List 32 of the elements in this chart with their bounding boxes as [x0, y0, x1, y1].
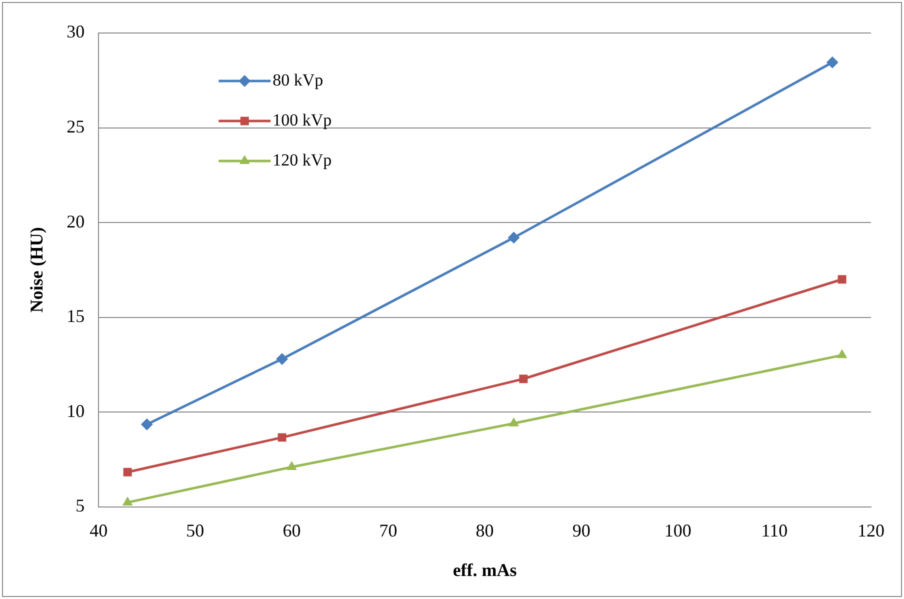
- x-tick-label: 100: [664, 520, 692, 540]
- point: [276, 352, 288, 365]
- point: [519, 374, 528, 384]
- x-tick-label: 90: [572, 520, 590, 540]
- point: [836, 349, 848, 358]
- x-tick-label: 50: [186, 520, 204, 540]
- y-tick-label: 5: [76, 496, 85, 516]
- point: [508, 232, 520, 244]
- point: [826, 56, 838, 68]
- x-tick-label: 80: [476, 520, 494, 540]
- point: [838, 275, 846, 284]
- x-tick-label: 70: [379, 520, 398, 540]
- y-tick-label: 15: [66, 306, 85, 326]
- y-tick-label: 30: [66, 22, 85, 42]
- y-tick-label: 20: [66, 211, 85, 232]
- point: [278, 433, 286, 442]
- x-axis-title: eff. mAs: [452, 560, 517, 580]
- legend-label: 120 kVp: [272, 150, 332, 170]
- point: [508, 417, 519, 426]
- legend-label: 80 kVp: [272, 70, 324, 90]
- y-axis-title: Noise (HU): [26, 227, 46, 313]
- y-tick-label: 25: [66, 116, 85, 136]
- x-tick-label: 110: [761, 520, 788, 540]
- x-tick-label: 60: [282, 520, 301, 540]
- point: [122, 496, 133, 506]
- point: [123, 468, 132, 476]
- y-tick-label: 10: [66, 400, 85, 421]
- legend-label: 100 kVp: [272, 110, 332, 130]
- x-tick-label: 120: [858, 520, 884, 540]
- x-tick-label: 40: [90, 520, 108, 540]
- point: [286, 461, 297, 470]
- point: [140, 418, 153, 430]
